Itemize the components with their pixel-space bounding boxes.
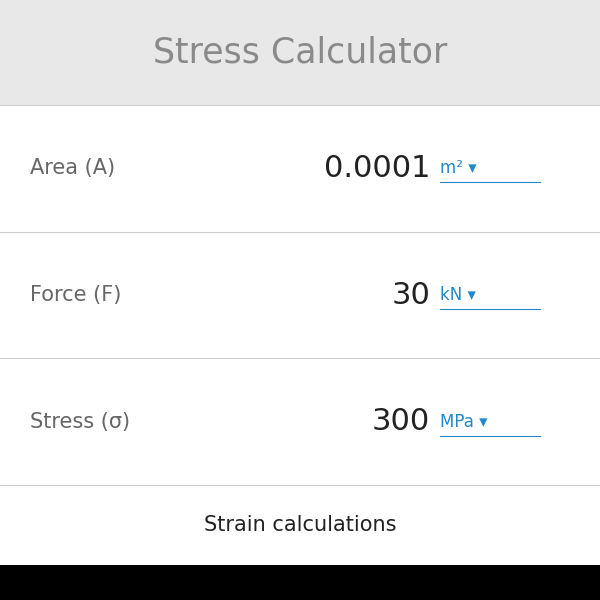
Text: Stress (σ): Stress (σ) [30,412,130,431]
Text: Stress Calculator: Stress Calculator [153,35,447,70]
Text: 0.0001: 0.0001 [323,154,430,183]
FancyBboxPatch shape [0,105,600,565]
Text: kN ▾: kN ▾ [440,286,476,304]
Text: 300: 300 [372,407,430,436]
Text: MPa ▾: MPa ▾ [440,413,487,431]
Text: Area (A): Area (A) [30,158,115,178]
Text: Strain calculations: Strain calculations [204,515,396,535]
Text: m² ▾: m² ▾ [440,160,476,178]
Text: Force (F): Force (F) [30,285,121,305]
FancyBboxPatch shape [0,0,600,105]
Text: 30: 30 [391,280,430,310]
